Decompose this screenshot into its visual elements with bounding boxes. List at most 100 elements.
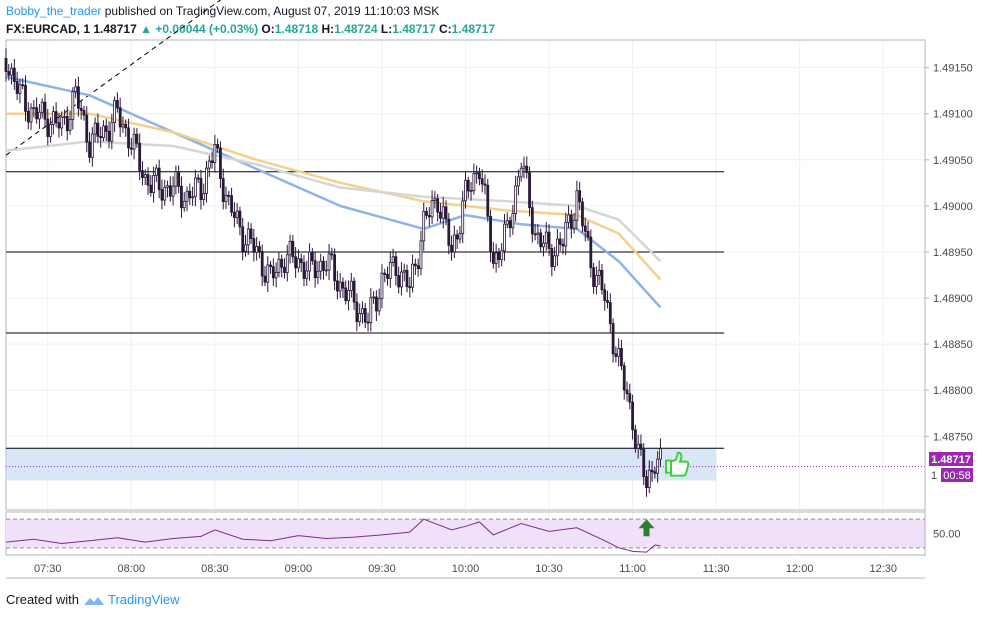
candle-body [556,238,559,257]
candle-body [191,196,194,199]
candle-body [628,393,632,403]
candle-body [102,125,105,139]
candle-body [400,271,403,288]
candle-body [444,206,448,220]
candle-body [63,115,66,118]
candle-body [163,186,167,201]
candle-body [174,171,178,187]
candle-body [319,260,323,272]
candle-body [38,111,41,120]
candle-body [645,476,648,488]
candle-body [124,123,128,129]
candle-body [285,254,289,273]
candle-body [536,232,540,235]
candle-body [388,262,392,279]
publish-text: published on TradingView.com, August 07,… [104,4,440,18]
candle-body [508,220,512,229]
candle-body [160,189,164,201]
time-tick-label: 12:00 [786,563,814,575]
rsi-tick-label: 50.00 [933,529,961,541]
candle-body [310,251,314,262]
candle-body [266,264,270,283]
rsi-pane: 50.00 [5,511,961,556]
arrow-up-icon [638,519,655,537]
candle-body [180,185,183,209]
trend-line [5,0,222,156]
candle-body [578,190,582,203]
candle-body [96,122,100,137]
candles-layer [4,48,925,497]
candle-body [232,211,236,218]
candle-body [544,231,548,244]
candle-body [581,201,584,227]
candle-body [110,122,114,142]
time-tick-label: 07:30 [34,563,62,575]
horizontal-levels [6,171,725,449]
candle-body [561,243,565,247]
price-tick-label: 1.49000 [933,201,973,213]
candle-body [143,174,147,178]
close-label: C: [438,22,452,36]
candle-body [288,240,292,256]
candle-body [452,234,456,253]
candle-body [7,71,11,76]
candle-body [51,111,55,125]
candle-body [592,267,596,287]
last-price-tag-bg [929,452,973,466]
candle-body [82,110,86,116]
candle-body [210,160,214,163]
author-link[interactable]: Bobby_the_trader [6,4,102,18]
candle-body [316,270,320,279]
candle-body [193,177,197,198]
candle-body [255,246,259,253]
tradingview-link[interactable]: TradingView [108,592,180,607]
candle-body [514,185,518,214]
candle-body [115,100,119,109]
candle-body [330,253,334,256]
candle-body [113,100,117,124]
candle-body [589,236,593,269]
rsi-band [6,519,925,548]
candle-body [57,122,61,129]
candle-body [653,471,657,474]
candle-body [299,258,303,263]
candle-body [65,115,69,132]
price-tick-label: 1.48800 [933,385,973,397]
price-tick-label: 1.48950 [933,247,973,259]
candle-body [213,144,217,163]
time-tick-label: 10:30 [535,563,563,575]
candle-body [491,251,495,264]
high-label: H: [321,22,335,36]
candle-body [639,443,643,450]
price-tick-label: 1.48750 [933,431,973,443]
price-axis: 1.49150 1.49100 1.49050 1.49000 1.48950 1.489… [924,40,973,556]
candle-body [355,301,359,323]
candle-body [622,365,626,391]
candle-body [166,185,169,188]
candle-body [146,174,150,186]
candle-body [413,263,417,267]
candle-body [600,269,604,291]
candle-body [43,101,47,120]
candle-body [129,147,133,150]
candle-body [405,269,409,288]
candle-body [263,275,267,283]
candle-body [338,281,342,292]
price-tag: 1.48717 00:58 1 [929,452,973,482]
candle-body [494,252,498,264]
candle-body [594,275,598,287]
candle-body [425,210,428,216]
candle-body [4,58,8,72]
candle-body [550,248,554,267]
time-tick-label: 08:00 [118,563,146,575]
candle-body [369,297,373,323]
candle-body [394,256,398,276]
candle-body [157,167,161,191]
candle-body [422,210,426,242]
candle-body [625,389,629,395]
up-triangle-icon: ▲ [140,22,152,36]
moving-averages [5,75,662,309]
candle-body [511,213,515,229]
candle-body [427,214,431,218]
